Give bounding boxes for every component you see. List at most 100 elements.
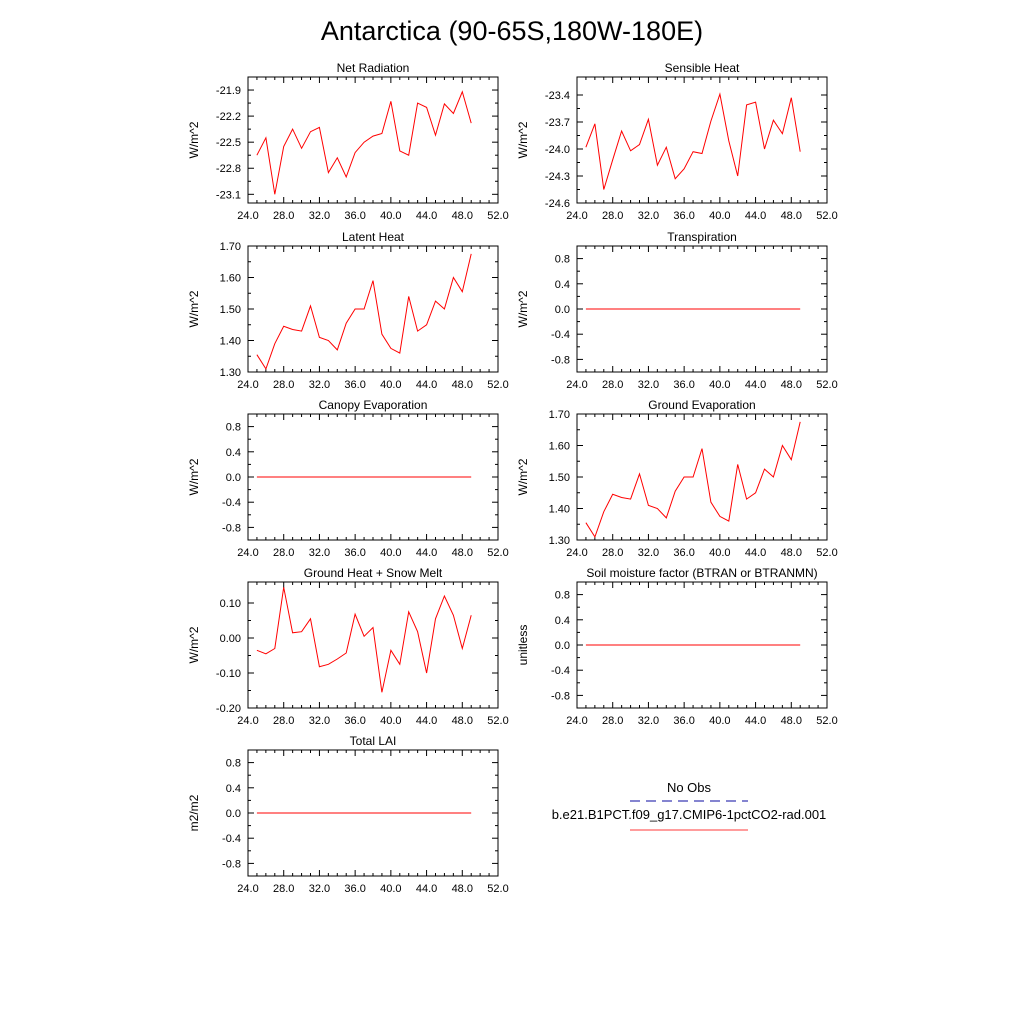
y-tick-label: -0.4 [551,665,570,677]
series-line [256,587,472,693]
x-tick-label: 28.0 [273,379,294,391]
x-tick-label: 40.0 [709,379,730,391]
y-axis-label: W/m^2 [187,626,201,663]
x-tick-label: 52.0 [487,715,508,727]
x-tick-label: 32.0 [638,379,659,391]
x-tick-label: 52.0 [816,210,837,222]
x-tick-label: 48.0 [452,379,473,391]
x-tick-label: 36.0 [344,715,365,727]
plot-frame [247,245,499,373]
y-tick-label: -22.8 [216,163,241,175]
panel-title: Ground Heat + Snow Melt [304,566,443,580]
x-tick-label: 52.0 [487,379,508,391]
y-tick-label: -0.20 [216,703,241,715]
x-tick-label: 36.0 [344,210,365,222]
chart-panel-7: Soil moisture factor (BTRAN or BTRANMN) 2… [516,566,838,727]
x-tick-label: 40.0 [380,883,401,895]
series-line [256,90,472,195]
x-tick-label: 48.0 [452,547,473,559]
y-tick-label: 0.0 [226,808,241,820]
y-tick-label: 0.0 [226,472,241,484]
x-tick-label: 24.0 [237,379,258,391]
y-tick-label: -0.8 [551,690,570,702]
y-axis-label: W/m^2 [187,121,201,158]
y-tick-label: -24.3 [545,171,570,183]
x-tick-label: 48.0 [452,715,473,727]
y-axis-label: unitless [516,625,530,666]
y-tick-label: 0.4 [226,447,241,459]
x-tick-label: 32.0 [638,715,659,727]
x-tick-label: 28.0 [273,547,294,559]
y-axis-label: W/m^2 [187,290,201,327]
x-tick-label: 52.0 [816,715,837,727]
x-tick-label: 36.0 [673,210,694,222]
x-tick-label: 44.0 [745,379,766,391]
legend: No Obs b.e21.B1PCT.f09_g17.CMIP6-1pctCO2… [552,780,827,831]
x-tick-label: 44.0 [745,547,766,559]
x-tick-label: 32.0 [309,883,330,895]
y-tick-label: -0.8 [222,858,241,870]
x-tick-label: 52.0 [487,547,508,559]
y-axis-label: W/m^2 [516,458,530,495]
x-tick-label: 32.0 [309,379,330,391]
y-tick-label: 0.00 [220,633,241,645]
x-tick-label: 36.0 [344,379,365,391]
y-tick-label: -0.4 [222,833,241,845]
x-tick-label: 44.0 [745,210,766,222]
panel-title: Transpiration [667,230,737,244]
page-title: Antarctica (90-65S,180W-180E) [321,16,703,46]
y-tick-label: -0.8 [222,522,241,534]
y-tick-label: 1.40 [549,504,570,516]
x-tick-label: 28.0 [273,210,294,222]
y-tick-label: -0.4 [551,329,570,341]
x-tick-label: 52.0 [487,883,508,895]
x-tick-label: 44.0 [416,210,437,222]
x-tick-label: 48.0 [781,715,802,727]
x-tick-label: 32.0 [309,715,330,727]
legend-label-model-run: b.e21.B1PCT.f09_g17.CMIP6-1pctCO2-rad.00… [552,807,827,822]
x-tick-label: 44.0 [416,715,437,727]
y-axis-label: W/m^2 [187,458,201,495]
panel-title: Sensible Heat [665,61,740,75]
x-tick-label: 40.0 [380,547,401,559]
x-tick-label: 40.0 [709,715,730,727]
y-tick-label: 0.8 [226,758,241,770]
panel-title: Latent Heat [342,230,405,244]
y-tick-label: 0.0 [555,640,570,652]
x-tick-label: 36.0 [673,379,694,391]
plot-frame [576,413,828,541]
x-tick-label: 24.0 [566,547,587,559]
x-tick-label: 36.0 [344,883,365,895]
y-tick-label: 1.40 [220,336,241,348]
y-tick-label: 1.60 [220,273,241,285]
chart-panel-8: Total LAI 24.0 28.0 32.0 36.0 40.0 44.0 48.0 52.… [187,734,509,895]
x-tick-label: 32.0 [638,210,659,222]
y-tick-label: 0.4 [226,783,241,795]
y-tick-label: -24.0 [545,144,570,156]
x-tick-label: 24.0 [566,715,587,727]
x-tick-label: 44.0 [416,379,437,391]
y-tick-label: 0.4 [555,615,570,627]
x-tick-label: 48.0 [452,883,473,895]
x-tick-label: 24.0 [237,547,258,559]
series-line [585,421,801,539]
y-tick-label: 1.30 [220,367,241,379]
x-tick-label: 24.0 [237,210,258,222]
x-tick-label: 24.0 [566,210,587,222]
y-axis-label: W/m^2 [516,121,530,158]
legend-label-no-obs: No Obs [667,780,712,795]
x-tick-label: 24.0 [566,379,587,391]
x-tick-label: 24.0 [237,883,258,895]
x-tick-label: 40.0 [380,715,401,727]
y-axis-label: W/m^2 [516,290,530,327]
x-tick-label: 52.0 [816,379,837,391]
y-tick-label: 1.50 [549,472,570,484]
y-tick-label: -22.2 [216,111,241,123]
x-tick-label: 44.0 [745,715,766,727]
x-tick-label: 44.0 [416,547,437,559]
y-tick-label: -23.1 [216,189,241,201]
chart-panel-6: Ground Heat + Snow Melt 24.0 28.0 32.0 36.0 4… [187,566,509,727]
chart-panel-3: Transpiration 24.0 28.0 32.0 36.0 40.0 44.0 48.… [516,230,838,391]
